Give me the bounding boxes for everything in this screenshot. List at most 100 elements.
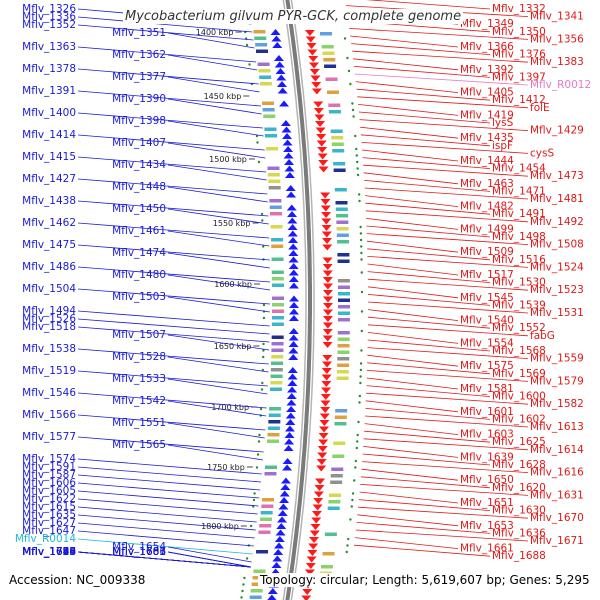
- right-leader-line: [364, 187, 529, 200]
- right-leader-line: [363, 446, 459, 458]
- plus-strand-gene: [288, 302, 299, 308]
- minus-strand-gene: [320, 199, 331, 205]
- plus-strand-gene: [270, 29, 281, 35]
- plus-strand-gene: [278, 503, 289, 510]
- left-leader-line: [77, 310, 270, 327]
- left-leader-line: [77, 370, 268, 387]
- minus-strand-gene: [321, 212, 332, 218]
- gene-function-block: [249, 595, 262, 599]
- right-gene-label: Mflv_1600: [492, 391, 546, 403]
- gene-function-block: [334, 422, 347, 426]
- plus-strand-gene: [284, 172, 295, 178]
- plus-strand-gene: [287, 224, 298, 230]
- right-gene-label: Mflv_R0012: [530, 79, 591, 91]
- gene-function-block: [262, 498, 275, 502]
- track-dot: [262, 342, 265, 346]
- gene-function-block: [250, 589, 263, 593]
- minus-strand-gene: [322, 342, 333, 348]
- left-gene-label: Mflv_1551: [112, 417, 166, 429]
- right-leader-line: [367, 316, 491, 329]
- left-leader-line: [167, 422, 265, 439]
- minus-strand-gene: [311, 82, 322, 88]
- right-gene-label: folE: [530, 102, 550, 114]
- gene-function-block: [324, 64, 337, 68]
- right-leader-line: [360, 484, 529, 496]
- track-dot: [359, 225, 362, 229]
- right-gene-label: Mflv_1531: [530, 307, 584, 319]
- right-leader-line: [356, 88, 491, 101]
- plus-strand-gene: [287, 373, 298, 380]
- left-gene-label: Mflv_1407: [112, 137, 166, 149]
- left-gene-label: Mflv_1519: [22, 365, 76, 377]
- track-dot: [355, 147, 358, 151]
- right-gene-label: Mflv_1554: [460, 337, 514, 349]
- right-leader-line: [366, 377, 459, 390]
- right-gene-label: Mflv_1471: [492, 185, 546, 197]
- gene-function-block: [268, 186, 281, 190]
- right-gene-label: Mflv_1582: [530, 398, 584, 410]
- track-dot: [356, 167, 359, 170]
- plus-strand-gene: [276, 523, 287, 529]
- plus-strand-gene: [288, 282, 299, 289]
- right-gene-label: Mflv_1482: [460, 201, 514, 213]
- right-gene-label: Mflv_1491: [492, 208, 546, 220]
- left-gene-label: Mflv_1627: [22, 517, 76, 529]
- gene-function-block: [271, 355, 284, 359]
- minus-strand-gene: [319, 413, 330, 420]
- gene-function-block: [337, 292, 350, 296]
- right-gene-label: Mflv_1671: [530, 535, 584, 547]
- accession-text: Accession: NC_009338: [7, 573, 148, 587]
- right-gene-labels: Mflv_1332Mflv_1341Mflv_1349Mflv_1350Mflv…: [345, 0, 591, 562]
- plus-strand-gene: [288, 334, 299, 341]
- gene-function-block: [270, 368, 283, 372]
- minus-strand-gene: [317, 446, 328, 452]
- gene-function-block: [332, 454, 345, 458]
- plus-strand-gene: [288, 315, 299, 321]
- gene-function-block: [337, 305, 350, 309]
- plus-strand-gene: [284, 438, 295, 445]
- plus-strand-gene: [288, 243, 299, 250]
- plus-strand-gene: [282, 139, 293, 146]
- minus-strand-gene: [322, 290, 333, 296]
- track-dot: [351, 102, 354, 105]
- right-gene-label: Mflv_1350: [492, 26, 546, 38]
- right-leader-line: [367, 286, 459, 299]
- right-leader-line: [362, 149, 459, 162]
- track-dot: [262, 355, 265, 359]
- plus-strand-gene: [283, 445, 294, 451]
- left-gene-label: Mflv_1605: [22, 485, 76, 497]
- minus-strand-gene: [320, 205, 331, 212]
- track-dot: [248, 63, 251, 66]
- left-gene-label: Mflv_1427: [22, 173, 76, 185]
- left-gene-label: Mflv_1475: [22, 239, 76, 251]
- plus-strand-gene: [279, 490, 290, 497]
- right-gene-label: Mflv_1568: [492, 345, 546, 357]
- left-leader-line: [77, 16, 253, 33]
- right-leader-line: [359, 491, 459, 504]
- gene-function-block: [334, 415, 347, 419]
- gene-function-block: [264, 472, 277, 476]
- right-gene-label: Mflv_1356: [530, 33, 584, 45]
- right-gene-label: Mflv_1661: [460, 543, 514, 555]
- track-dot: [356, 160, 359, 164]
- gene-function-block: [320, 565, 333, 569]
- gene-function-block: [328, 103, 341, 107]
- track-dot: [249, 524, 253, 528]
- right-leader-line: [367, 332, 459, 344]
- right-leader-line: [354, 73, 529, 86]
- gene-function-block: [333, 162, 346, 166]
- right-gene-label: Mflv_1688: [492, 550, 546, 562]
- plus-strand-gene: [277, 87, 288, 94]
- left-gene-label: Mflv_1480: [112, 269, 166, 281]
- left-leader-line: [167, 551, 251, 568]
- right-leader-line: [357, 96, 529, 109]
- left-gene-label: Mflv_1577: [22, 431, 76, 443]
- gene-function-block: [254, 36, 267, 40]
- left-leader-line: [77, 46, 257, 63]
- left-leader-line: [77, 318, 270, 335]
- left-gene-label: Mflv_1351: [112, 27, 166, 39]
- track-dot: [351, 108, 355, 112]
- gene-function-block: [271, 309, 284, 313]
